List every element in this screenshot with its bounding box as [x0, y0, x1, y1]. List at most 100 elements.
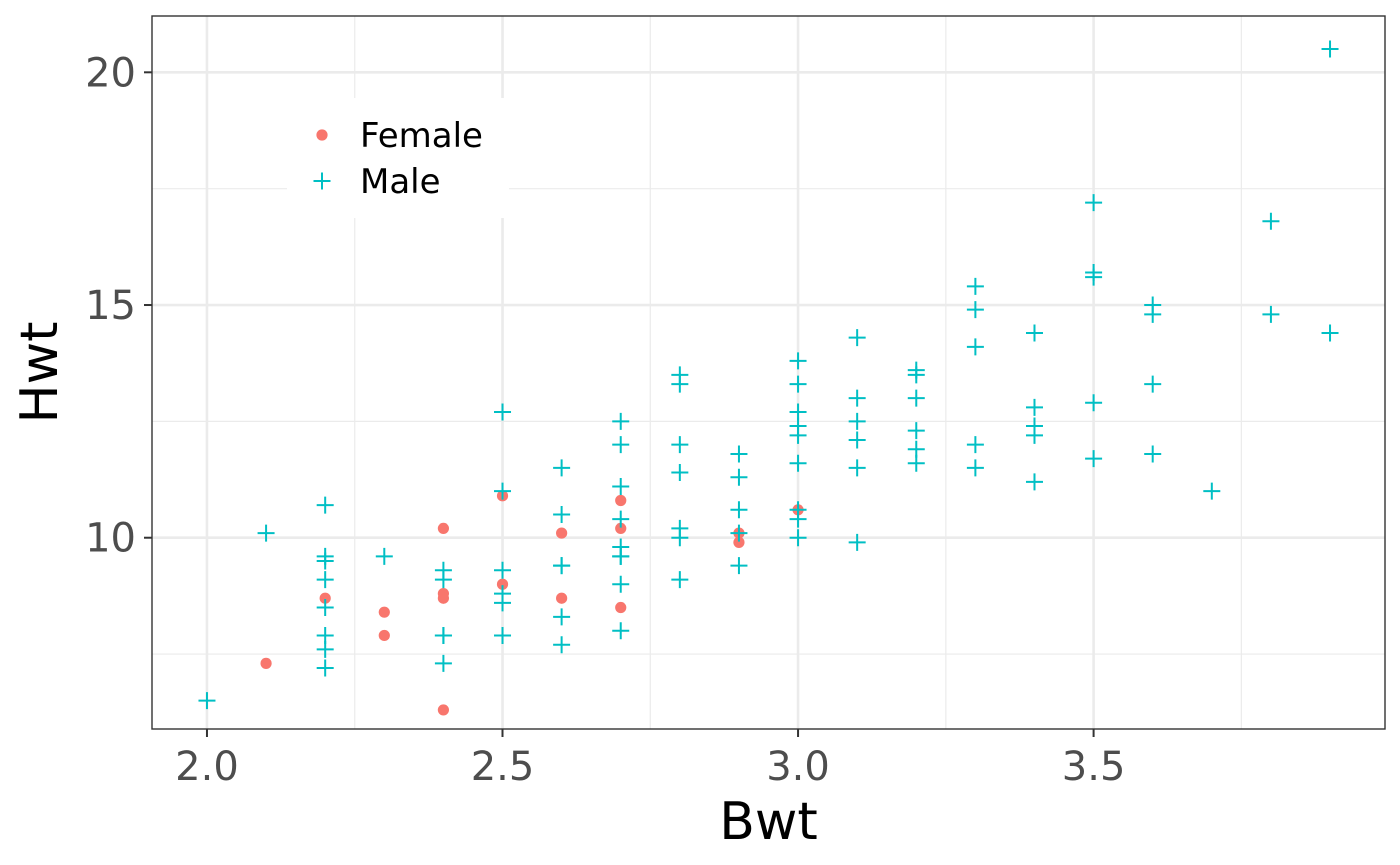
x-tick-label: 2.5	[471, 744, 535, 790]
male-point	[1144, 375, 1162, 393]
male-point	[553, 505, 571, 523]
male-point	[553, 459, 571, 477]
y-axis-ticks: 10 15 20	[85, 50, 152, 562]
male-point	[730, 468, 748, 486]
male-point	[494, 561, 512, 579]
male-point	[1203, 482, 1221, 500]
male-series	[198, 40, 1339, 710]
y-tick-label: 20	[85, 50, 136, 96]
panel-border	[151, 15, 1386, 730]
legend-male-label: Male	[360, 162, 441, 202]
x-axis-title: Bwt	[719, 792, 818, 852]
male-point	[730, 557, 748, 575]
male-point	[907, 389, 925, 407]
male-point	[316, 599, 334, 617]
male-point	[671, 436, 689, 454]
legend-background	[287, 98, 509, 218]
female-point	[437, 592, 450, 604]
y-axis-title: Hwt	[10, 321, 70, 423]
female-point	[556, 527, 568, 539]
male-point	[553, 636, 571, 654]
male-point	[907, 454, 925, 472]
female-point	[615, 601, 627, 614]
male-point	[966, 301, 984, 319]
female-series	[260, 490, 804, 716]
male-point	[1085, 268, 1103, 286]
male-point	[434, 626, 452, 644]
male-point	[494, 403, 512, 421]
male-point	[553, 557, 571, 575]
male-point	[1144, 445, 1162, 463]
male-point	[671, 375, 689, 393]
male-point	[434, 654, 452, 672]
legend-male-marker	[313, 172, 331, 190]
male-point	[730, 501, 748, 519]
female-point	[733, 536, 745, 548]
x-tick-label: 3.5	[1062, 744, 1126, 790]
female-point	[260, 657, 272, 669]
male-point	[671, 529, 689, 547]
male-point	[1025, 398, 1043, 416]
female-point	[319, 592, 331, 604]
legend: Female Male	[287, 98, 509, 218]
male-point	[730, 524, 748, 542]
female-point	[437, 522, 450, 535]
male-point	[1085, 394, 1103, 412]
male-point	[1025, 473, 1043, 491]
male-point	[848, 329, 866, 347]
major-gridlines	[152, 16, 1385, 729]
male-point	[612, 622, 630, 640]
male-point	[612, 412, 630, 430]
male-point	[848, 389, 866, 407]
male-point	[1085, 450, 1103, 468]
male-point	[907, 366, 925, 384]
male-point	[1025, 426, 1043, 444]
male-point	[671, 571, 689, 589]
male-point	[789, 510, 807, 528]
male-point	[494, 482, 512, 500]
male-point	[316, 640, 334, 658]
male-point	[553, 608, 571, 626]
male-point	[1262, 212, 1280, 230]
male-point	[1144, 305, 1162, 323]
male-point	[848, 533, 866, 551]
female-point	[496, 578, 509, 590]
female-point	[437, 704, 450, 716]
male-point	[612, 575, 630, 593]
male-point	[198, 692, 216, 710]
male-point	[612, 547, 630, 565]
y-tick-label: 15	[85, 283, 136, 329]
male-point	[612, 510, 630, 528]
male-point	[671, 464, 689, 482]
male-point	[848, 459, 866, 477]
male-point	[730, 445, 748, 463]
male-point	[848, 412, 866, 430]
male-point	[789, 426, 807, 444]
male-point	[612, 478, 630, 496]
legend-female-dot	[316, 129, 328, 141]
male-point	[789, 352, 807, 370]
male-point	[789, 454, 807, 472]
male-point	[789, 529, 807, 547]
male-point	[1321, 40, 1339, 58]
male-point	[966, 436, 984, 454]
x-axis-ticks: 2.0 2.5 3.0 3.5	[175, 729, 1125, 790]
female-point	[556, 592, 568, 604]
male-point	[494, 594, 512, 612]
male-point	[1025, 324, 1043, 342]
male-point	[316, 659, 334, 677]
y-tick-label: 10	[85, 516, 136, 562]
female-point	[615, 522, 627, 535]
male-point	[966, 459, 984, 477]
x-tick-label: 3.0	[766, 744, 830, 790]
female-point	[378, 629, 390, 642]
male-point	[612, 436, 630, 454]
male-point	[966, 277, 984, 295]
legend-female-marker	[316, 129, 328, 141]
female-point	[378, 606, 390, 618]
male-point	[316, 552, 334, 570]
male-point	[1262, 305, 1280, 323]
male-point	[966, 338, 984, 356]
